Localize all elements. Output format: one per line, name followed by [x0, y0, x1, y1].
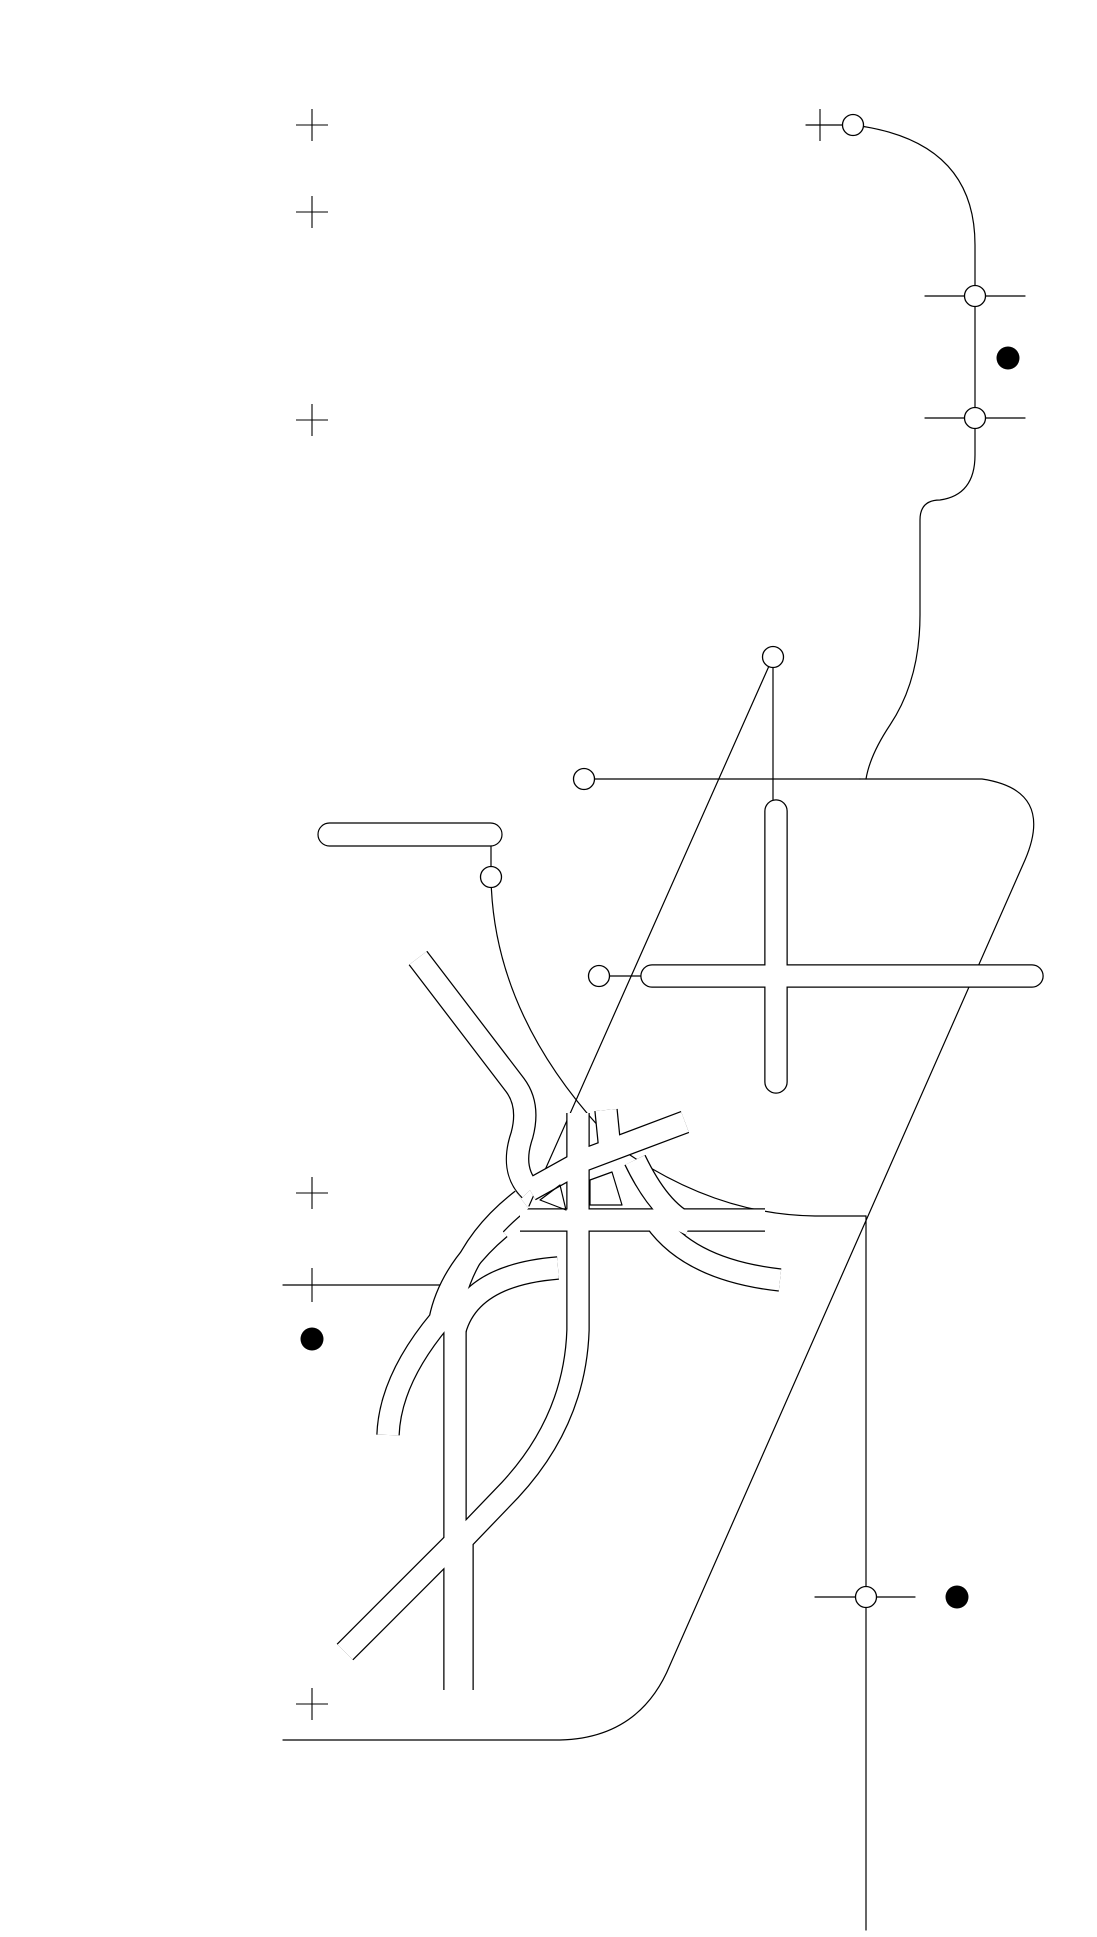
station-marker[interactable]	[841, 113, 865, 137]
station-marker[interactable]	[587, 964, 611, 988]
station-marker[interactable]	[963, 284, 987, 308]
route-line-curve[interactable]	[490, 876, 601, 1129]
stations	[479, 113, 987, 1609]
tick-mark	[296, 196, 328, 228]
point-of-interest-dot[interactable]	[996, 346, 1020, 370]
road-interchange[interactable]	[336, 950, 782, 1690]
station-marker[interactable]	[479, 865, 503, 889]
station-marker[interactable]	[963, 406, 987, 430]
tick-mark	[296, 1177, 328, 1209]
station-marker[interactable]	[761, 645, 785, 669]
tick-mark	[296, 404, 328, 436]
route-line-east-curve[interactable]	[629, 1154, 867, 1217]
station-marker[interactable]	[572, 767, 596, 791]
margin-tick-marks	[296, 109, 328, 1720]
point-of-interest-dot[interactable]	[945, 1585, 969, 1609]
route-lines	[282, 109, 1035, 1931]
road-segment-north-west[interactable]	[317, 822, 503, 847]
tick-mark	[296, 1688, 328, 1720]
point-of-interest-dot[interactable]	[300, 1327, 324, 1351]
point-markers	[300, 346, 1020, 1609]
road-network	[317, 799, 1044, 1690]
station-marker[interactable]	[854, 1585, 878, 1609]
route-line-loop[interactable]	[282, 778, 1035, 1741]
tick-mark	[296, 109, 328, 141]
road-island	[589, 1171, 623, 1206]
route-line-north[interactable]	[805, 124, 976, 780]
road-cross-plaza[interactable]	[640, 799, 1044, 1094]
road-island	[539, 1184, 567, 1211]
